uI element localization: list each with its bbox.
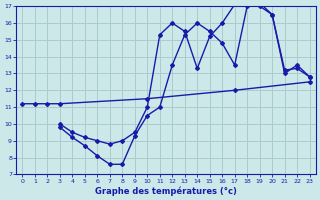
X-axis label: Graphe des températures (°c): Graphe des températures (°c) — [95, 186, 237, 196]
